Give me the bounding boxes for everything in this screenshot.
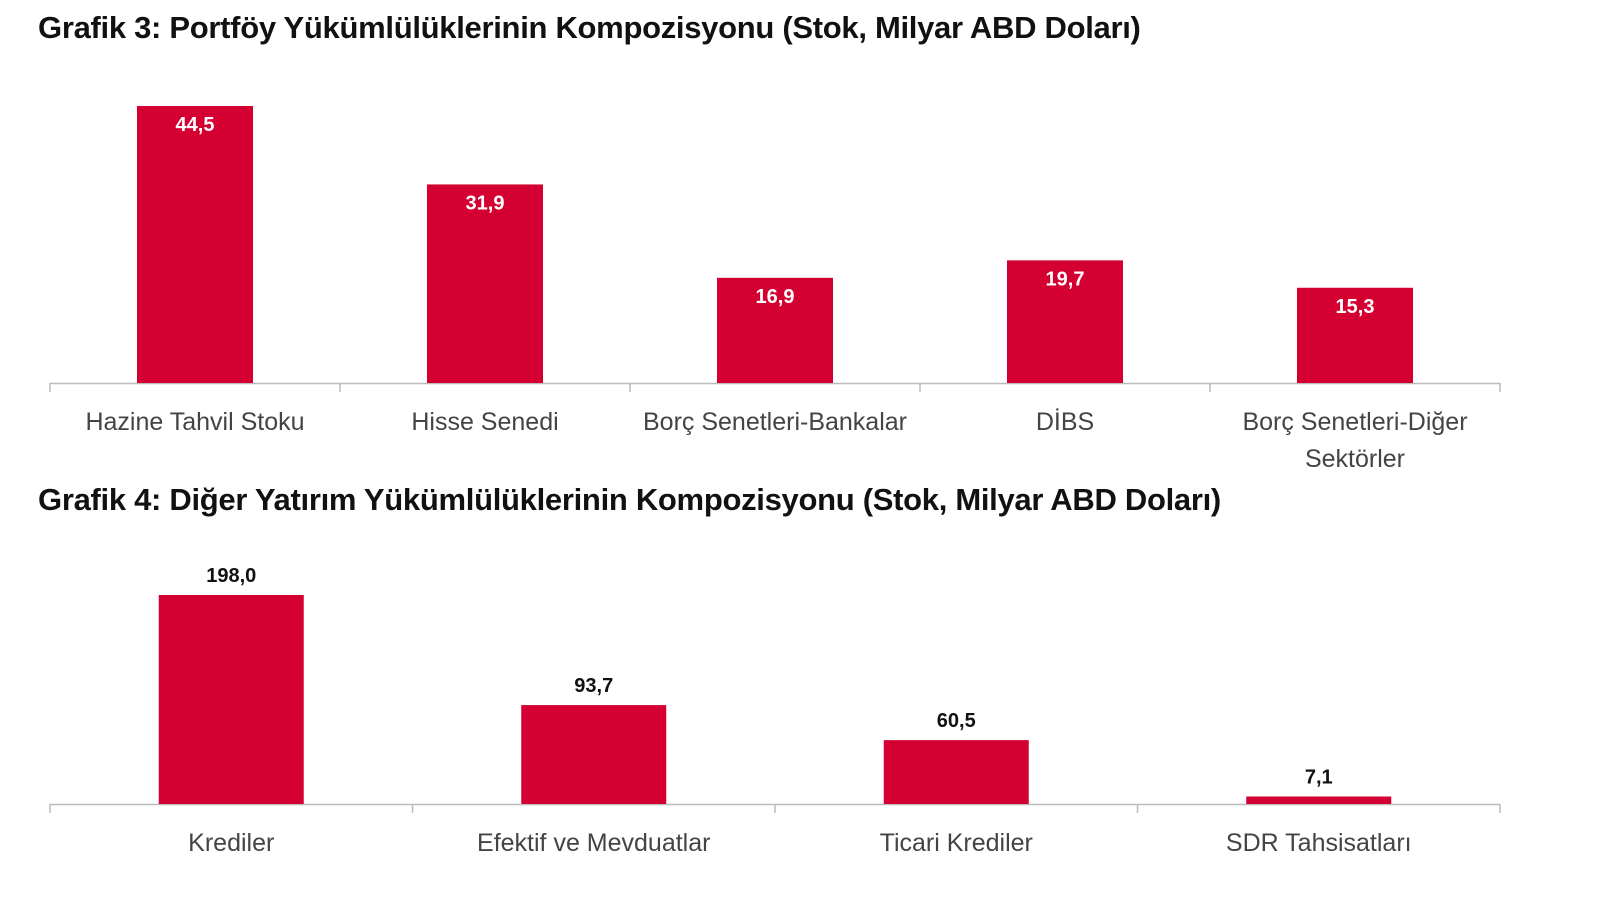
category-label: SDR Tahsisatları [1226, 829, 1412, 857]
data-label: 198,0 [206, 565, 256, 587]
data-label: 93,7 [574, 675, 613, 697]
category-label: Borç Senetleri-Diğer [1242, 408, 1467, 436]
bar [158, 595, 304, 804]
bar [137, 106, 253, 383]
data-label: 16,9 [756, 286, 795, 308]
chart-3-title: Grafik 3: Portföy Yükümlülüklerinin Komp… [38, 10, 1141, 45]
bar [1007, 260, 1123, 383]
category-label: Ticari Krediler [880, 829, 1033, 857]
category-label: Borç Senetleri-Bankalar [643, 408, 907, 436]
data-label: 7,1 [1305, 767, 1333, 789]
category-label: Sektörler [1305, 445, 1405, 473]
bar [1246, 796, 1392, 804]
category-label: Hisse Senedi [411, 408, 558, 436]
bar [717, 277, 833, 383]
bar [521, 705, 667, 804]
data-label: 15,3 [1336, 296, 1375, 318]
chart-4-title: Grafik 4: Diğer Yatırım Yükümlülüklerini… [38, 482, 1221, 517]
category-label: Hazine Tahvil Stoku [85, 408, 304, 436]
bar [1297, 287, 1413, 383]
category-label: Efektif ve Mevduatlar [477, 829, 710, 857]
category-label: Krediler [188, 829, 274, 857]
bar [883, 740, 1029, 804]
bar [427, 184, 543, 383]
category-label: DİBS [1036, 407, 1094, 436]
data-label: 60,5 [937, 710, 976, 732]
data-label: 31,9 [466, 192, 505, 214]
data-label: 44,5 [176, 114, 215, 136]
data-label: 19,7 [1046, 268, 1085, 290]
